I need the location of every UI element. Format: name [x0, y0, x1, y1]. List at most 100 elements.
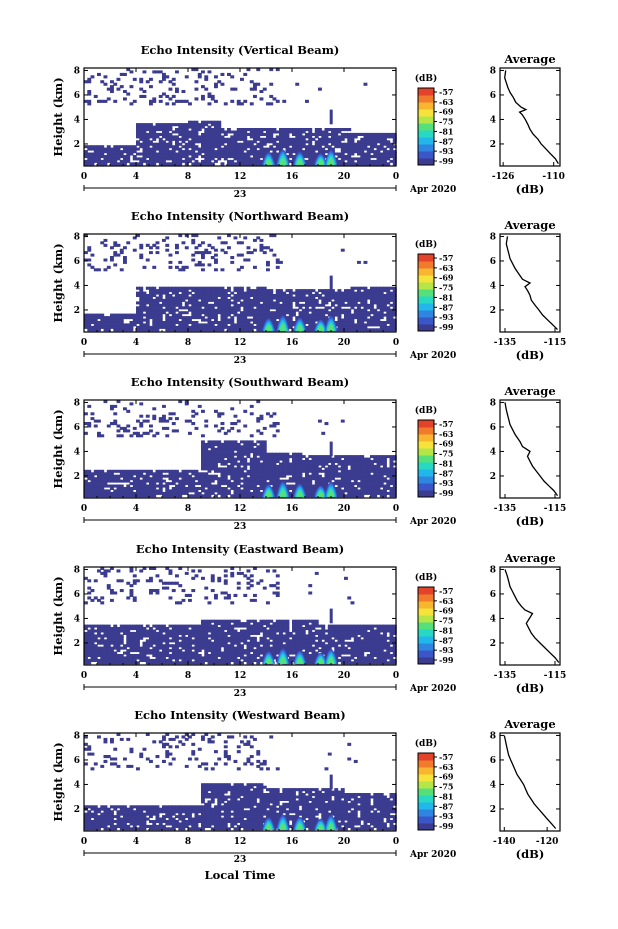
- echo-cell: [305, 462, 309, 466]
- echo-cell: [337, 311, 342, 315]
- echo-cell: [269, 318, 274, 322]
- echo-cell: [389, 467, 394, 471]
- echo-cell: [100, 487, 105, 490]
- echo-cell: [389, 318, 394, 322]
- echo-cell: [360, 159, 365, 163]
- echo-cell: [275, 303, 280, 307]
- echo-cell: [246, 494, 251, 498]
- echo-cell: [256, 82, 261, 86]
- echo-cell: [165, 248, 170, 252]
- echo-cell: [363, 291, 368, 295]
- echo-cell: [84, 152, 88, 156]
- echo-cell: [366, 150, 371, 154]
- echo-cell: [210, 162, 215, 166]
- echo-cell: [240, 440, 244, 444]
- echo-cell: [113, 159, 118, 163]
- echo-cell: [266, 474, 270, 478]
- echo-cell: [149, 306, 153, 310]
- echo-cell: [136, 130, 140, 134]
- echo-cell: [236, 128, 241, 132]
- echo-cell: [168, 474, 173, 478]
- echo-cell: [123, 147, 127, 151]
- echo-cell: [106, 265, 111, 269]
- echo-cell: [126, 624, 131, 628]
- echo-cell: [201, 294, 205, 297]
- echo-cell: [158, 639, 163, 643]
- echo-cell: [327, 464, 332, 468]
- echo-cell: [191, 298, 196, 302]
- echo-cell: [175, 135, 179, 139]
- echo-cell: [214, 487, 218, 490]
- echo-cell: [305, 464, 309, 468]
- echo-cell: [204, 159, 209, 163]
- echo-cell: [230, 487, 235, 490]
- echo-cell: [158, 286, 163, 290]
- echo-cell: [93, 472, 98, 476]
- echo-cell: [149, 328, 153, 332]
- echo-cell: [373, 489, 378, 493]
- echo-cell: [184, 474, 189, 478]
- echo-cell: [181, 155, 186, 159]
- echo-cell: [386, 145, 391, 149]
- echo-cell: [217, 145, 222, 149]
- echo-cell: [210, 323, 215, 327]
- echo-cell: [204, 445, 209, 449]
- echo-cell: [243, 325, 248, 329]
- echo-cell: [262, 289, 267, 293]
- echo-cell: [178, 157, 183, 161]
- echo-cell: [175, 265, 179, 269]
- echo-cell: [288, 296, 293, 300]
- echo-cell: [269, 414, 274, 418]
- echo-cell: [139, 627, 144, 631]
- echo-cell: [331, 467, 335, 471]
- echo-cell: [285, 472, 290, 476]
- echo-cell: [116, 639, 121, 643]
- echo-cell: [106, 323, 111, 327]
- echo-cell: [256, 325, 261, 329]
- echo-cell: [175, 147, 179, 151]
- echo-cell: [243, 132, 248, 136]
- echo-cell: [158, 162, 163, 166]
- echo-cell: [383, 296, 387, 300]
- echo-cell: [136, 639, 140, 643]
- echo-cell: [149, 251, 153, 255]
- echo-cell: [256, 155, 261, 159]
- echo-cell: [243, 128, 248, 132]
- echo-cell: [197, 152, 202, 156]
- echo-cell: [236, 142, 241, 146]
- echo-cell: [106, 484, 111, 488]
- echo-cell: [360, 296, 365, 300]
- echo-cell: [110, 313, 114, 317]
- profile-title: Average: [503, 384, 555, 398]
- echo-cell: [210, 474, 215, 478]
- echo-cell: [152, 325, 157, 329]
- profile-y-tick-label: 2: [490, 140, 496, 150]
- echo-cell: [259, 147, 264, 151]
- echo-cell: [188, 474, 192, 478]
- echo-cell: [324, 296, 329, 300]
- echo-cell: [360, 472, 365, 476]
- echo-cell: [243, 308, 248, 312]
- echo-cell: [324, 155, 329, 159]
- echo-cell: [188, 130, 192, 134]
- echo-cell: [210, 308, 215, 312]
- echo-cell: [298, 128, 303, 132]
- echo-cell: [383, 484, 387, 488]
- echo-cell: [97, 419, 101, 423]
- echo-cell: [295, 294, 300, 297]
- echo-cell: [168, 303, 173, 307]
- echo-cell: [269, 152, 274, 156]
- echo-cell: [175, 243, 179, 247]
- period-label: Apr 2020: [409, 351, 456, 361]
- echo-cell: [142, 494, 147, 498]
- echo-cell: [126, 634, 131, 638]
- echo-cell: [236, 316, 241, 320]
- echo-cell: [262, 426, 267, 430]
- echo-cell: [145, 296, 150, 300]
- echo-cell: [97, 634, 101, 638]
- echo-cell: [194, 311, 199, 315]
- echo-cell: [357, 142, 361, 146]
- echo-cell: [142, 150, 147, 154]
- echo-cell: [113, 404, 118, 408]
- echo-cell: [256, 313, 261, 317]
